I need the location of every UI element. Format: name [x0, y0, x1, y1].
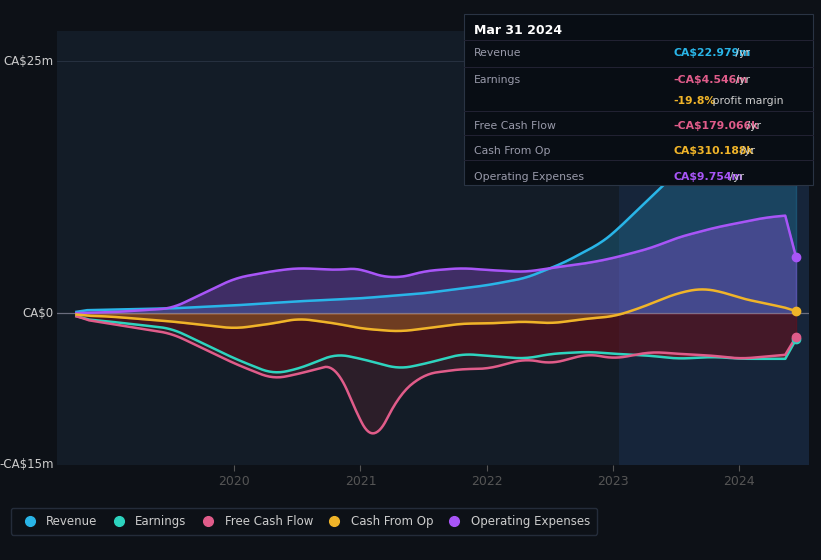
- Legend: Revenue, Earnings, Free Cash Flow, Cash From Op, Operating Expenses: Revenue, Earnings, Free Cash Flow, Cash …: [11, 508, 597, 535]
- Text: Cash From Op: Cash From Op: [474, 146, 550, 156]
- Text: CA$9.754m: CA$9.754m: [673, 172, 743, 182]
- Text: CA$22.979m: CA$22.979m: [673, 48, 750, 58]
- Text: CA$0: CA$0: [23, 307, 53, 320]
- Text: /yr: /yr: [732, 74, 750, 85]
- Text: Free Cash Flow: Free Cash Flow: [474, 121, 556, 130]
- Text: /yr: /yr: [737, 146, 755, 156]
- Text: -CA$4.546m: -CA$4.546m: [673, 74, 748, 85]
- Bar: [619, 31, 809, 465]
- Text: CA$310.188k: CA$310.188k: [673, 146, 754, 156]
- Text: -19.8%: -19.8%: [673, 96, 716, 106]
- Text: profit margin: profit margin: [709, 96, 784, 106]
- Text: Operating Expenses: Operating Expenses: [474, 172, 584, 182]
- Text: /yr: /yr: [743, 121, 761, 130]
- Text: /yr: /yr: [726, 172, 744, 182]
- Text: Earnings: Earnings: [474, 74, 521, 85]
- Text: -CA$15m: -CA$15m: [0, 458, 53, 472]
- Text: CA$25m: CA$25m: [3, 54, 53, 68]
- Text: Mar 31 2024: Mar 31 2024: [474, 24, 562, 37]
- Text: -CA$179.066k: -CA$179.066k: [673, 121, 759, 130]
- Text: Revenue: Revenue: [474, 48, 521, 58]
- Text: /yr: /yr: [732, 48, 750, 58]
